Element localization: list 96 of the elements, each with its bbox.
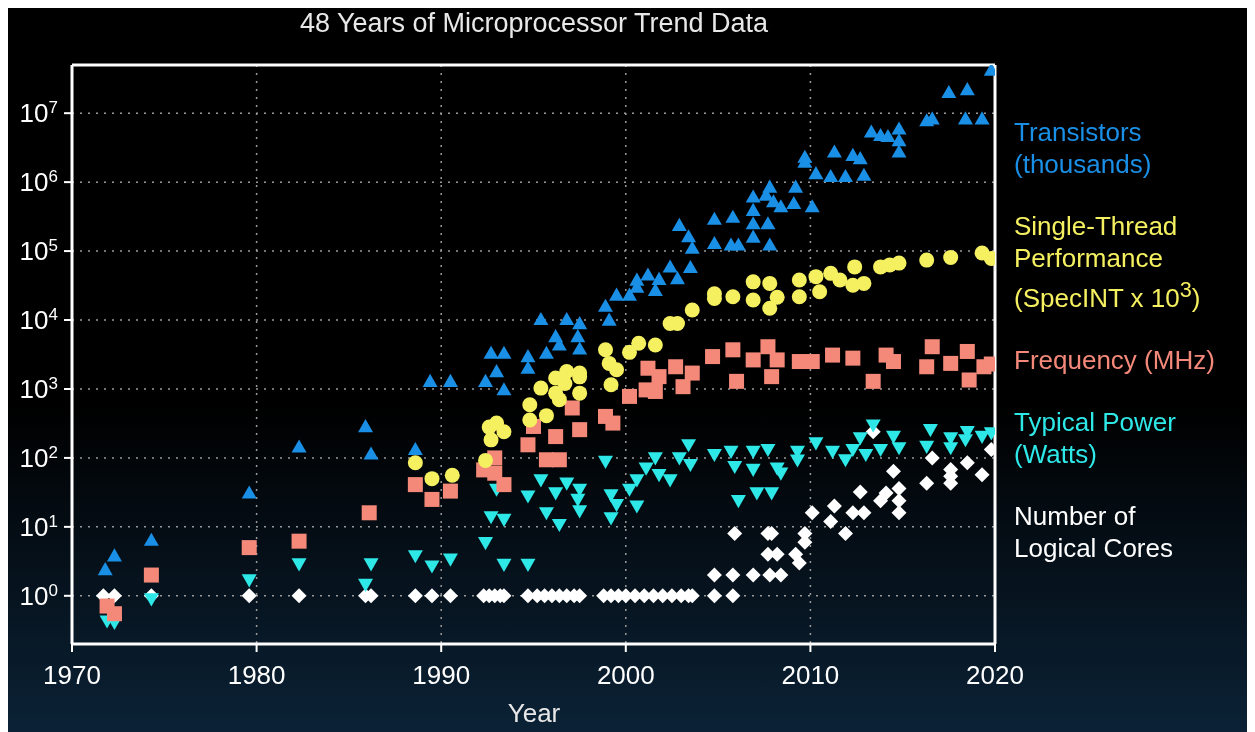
point — [668, 359, 684, 375]
point — [847, 259, 863, 275]
point — [407, 455, 423, 471]
point — [522, 397, 538, 413]
point — [520, 437, 536, 453]
x-tick-label: 1970 — [43, 660, 101, 691]
point — [609, 362, 625, 378]
point — [825, 347, 841, 363]
point — [621, 344, 637, 360]
point — [959, 343, 975, 359]
point — [808, 269, 824, 285]
point — [764, 369, 780, 385]
x-tick-label: 2000 — [596, 660, 655, 691]
point — [605, 415, 621, 431]
point — [769, 352, 785, 368]
point — [891, 255, 907, 271]
point — [856, 275, 872, 291]
point — [832, 272, 848, 288]
point — [943, 355, 959, 371]
point — [745, 274, 761, 290]
point — [791, 289, 807, 305]
series-label: Number of Logical Cores — [1014, 499, 1174, 564]
point — [769, 289, 785, 305]
y-tick-label: 10$^{6}$ — [19, 166, 58, 198]
point — [572, 385, 588, 401]
point — [961, 372, 977, 388]
x-tick-label: 1980 — [227, 660, 286, 691]
point — [919, 252, 935, 268]
x-tick-label: 2010 — [781, 660, 840, 691]
point — [762, 300, 778, 316]
point — [812, 284, 828, 300]
series-label: Transistors (thousands) — [1014, 116, 1153, 180]
point — [745, 352, 761, 368]
point — [745, 292, 761, 308]
point — [640, 360, 656, 376]
point — [705, 349, 721, 365]
point — [557, 376, 573, 392]
series-label: Frequency (MHz) — [1014, 343, 1215, 376]
point — [729, 373, 745, 389]
point — [675, 379, 691, 395]
point — [483, 432, 499, 448]
point — [564, 400, 580, 416]
point — [241, 540, 257, 556]
y-tick-label: 10$^{3}$ — [19, 373, 58, 404]
point — [804, 354, 820, 370]
x-tick-label: 2020 — [966, 660, 1024, 691]
y-tick-label: 10$^{0}$ — [19, 580, 58, 611]
point — [361, 505, 377, 521]
y-tick-label: 10$^{7}$ — [19, 97, 58, 129]
point — [478, 452, 493, 468]
point — [919, 359, 935, 375]
point — [481, 419, 497, 435]
point — [943, 249, 959, 265]
x-axis-title: Year — [506, 698, 562, 728]
point — [496, 477, 512, 493]
point — [291, 533, 307, 549]
point — [548, 429, 564, 445]
point — [597, 342, 613, 358]
point — [522, 412, 538, 428]
point — [143, 567, 159, 583]
point — [424, 471, 440, 487]
series-label: Typical Power (Watts) — [1014, 405, 1177, 470]
y-tick-label: 10$^{5}$ — [19, 235, 58, 267]
x-tick-label: 1990 — [412, 660, 471, 691]
point — [551, 392, 567, 408]
point — [444, 467, 460, 483]
point — [538, 408, 554, 424]
point — [424, 491, 440, 507]
point — [725, 342, 741, 358]
point — [791, 272, 807, 288]
point — [760, 339, 776, 355]
point — [533, 380, 549, 396]
point — [496, 424, 512, 440]
point — [885, 354, 901, 370]
point — [684, 365, 700, 381]
y-tick-label: 10$^{4}$ — [19, 304, 58, 336]
point — [603, 377, 619, 393]
point — [725, 289, 741, 305]
y-tick-label: 10$^{1}$ — [19, 511, 58, 542]
point — [106, 606, 122, 622]
y-tick-label: 10$^{2}$ — [19, 442, 58, 473]
chart-title: 48 Years of Microprocessor Trend Data — [298, 8, 770, 39]
point — [845, 350, 861, 366]
point — [442, 483, 458, 499]
point — [631, 335, 647, 351]
point — [647, 337, 663, 353]
point — [651, 369, 667, 385]
point — [551, 452, 567, 468]
point — [407, 477, 423, 493]
point — [865, 373, 881, 389]
series-label: Single-Thread Performance (SpecINT x 10$^{3}$) — [1014, 210, 1202, 314]
point — [621, 388, 637, 404]
point — [572, 422, 588, 438]
point — [684, 302, 700, 318]
point — [924, 339, 940, 355]
point — [762, 275, 778, 291]
